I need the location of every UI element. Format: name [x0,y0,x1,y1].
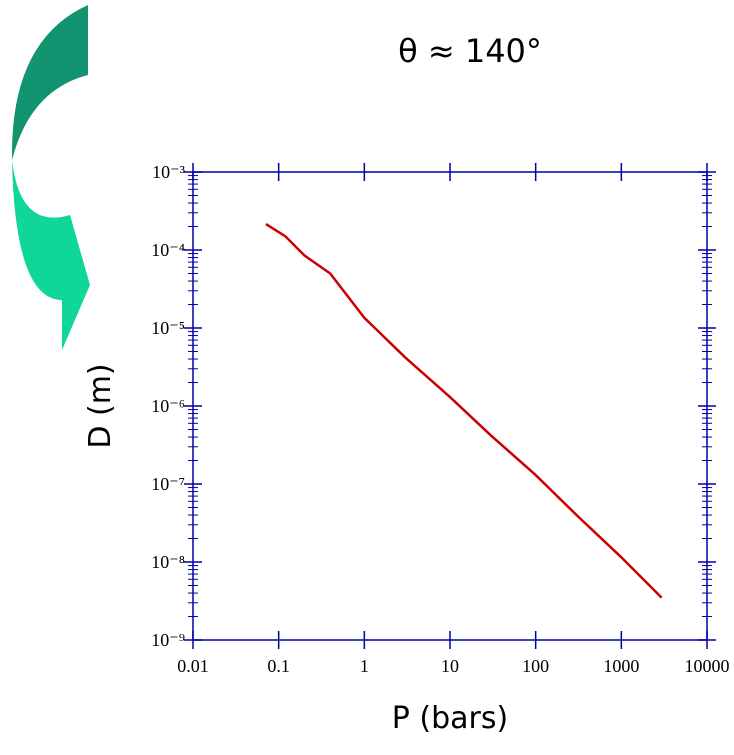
y-tick-label: 10⁻⁸ [151,552,185,572]
y-tick-label: 10⁻⁹ [151,630,185,650]
x-tick-label: 0.1 [267,656,290,676]
y-axis-label: D (m) [83,363,118,448]
x-tick-label: 100 [522,656,549,676]
plot-frame [192,171,708,641]
y-tick-label: 10⁻⁵ [151,318,185,338]
data-line [265,223,663,599]
x-tick-label: 10000 [685,656,730,676]
x-tick-label: 1 [360,656,369,676]
y-tick-label: 10⁻³ [152,162,186,182]
x-tick-label: 10 [441,656,459,676]
y-tick-label: 10⁻⁴ [151,240,185,260]
x-tick-label: 0.01 [177,656,209,676]
y-tick-label: 10⁻⁷ [151,474,185,494]
arrow-bottom [12,160,90,350]
chart-title: θ ≈ 140° [398,32,542,70]
x-axis-label: P (bars) [392,701,508,736]
arrow-top [11,5,89,160]
y-tick-label: 10⁻⁶ [151,396,185,416]
x-tick-label: 1000 [603,656,639,676]
